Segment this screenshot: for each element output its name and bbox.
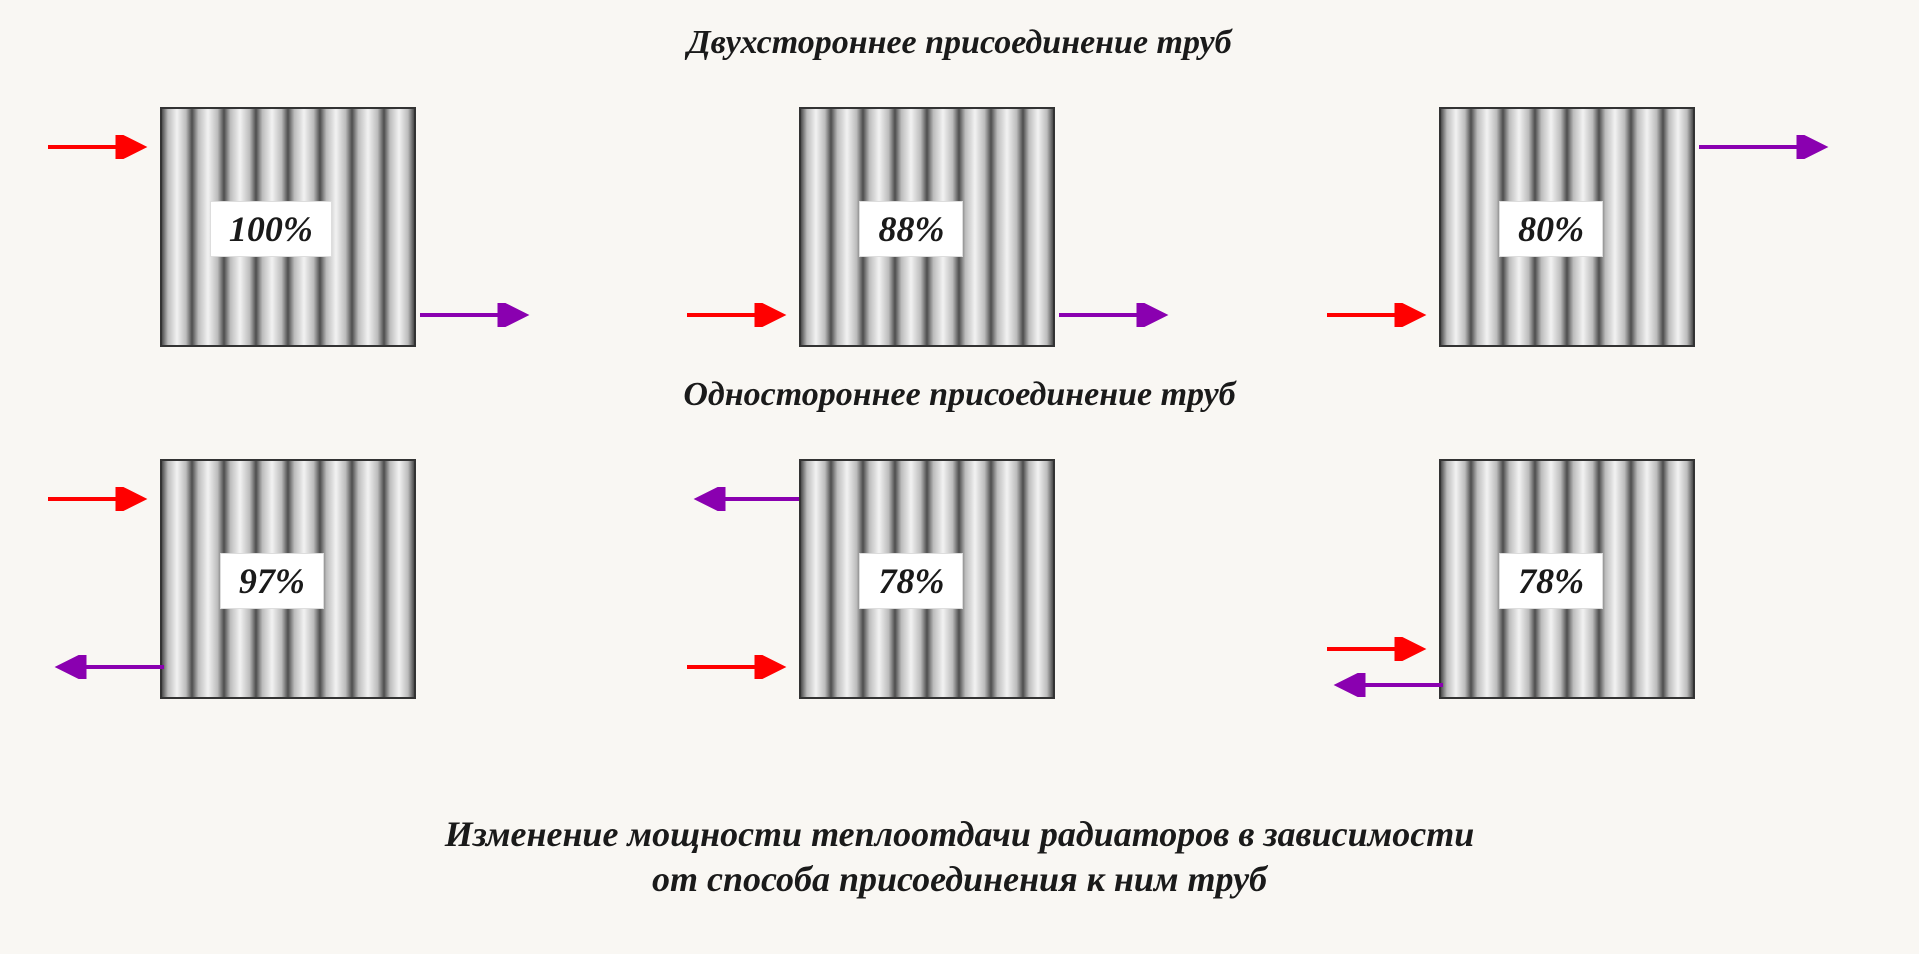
- radiator-cell-3: 80%: [1319, 85, 1879, 365]
- inlet-arrow-icon: [1325, 637, 1435, 666]
- row-same-side: 97% 78% 78%: [0, 432, 1919, 722]
- outlet-arrow-icon: [685, 487, 805, 516]
- inlet-arrow-icon: [685, 303, 795, 332]
- radiator-cell-4: 97%: [40, 437, 600, 717]
- inlet-arrow-icon: [46, 135, 156, 164]
- heading-opposite-side: Двухстороннее присоединение труб: [0, 24, 1919, 62]
- row-opposite: 100% 88% 80: [0, 80, 1919, 370]
- radiator-cell-6: 78%: [1319, 437, 1879, 717]
- outlet-arrow-icon: [1057, 303, 1177, 332]
- inlet-arrow-icon: [1325, 303, 1435, 332]
- outlet-arrow-icon: [1325, 673, 1445, 702]
- caption-line-1: Изменение мощности теплоотдачи радиаторо…: [445, 814, 1475, 854]
- outlet-arrow-icon: [46, 655, 166, 684]
- heading-same-side: Одностороннее присоединение труб: [0, 376, 1919, 414]
- inlet-arrow-icon: [46, 487, 156, 516]
- radiator-cell-2: 88%: [679, 85, 1239, 365]
- efficiency-label: 100%: [210, 201, 332, 257]
- radiator-cell-5: 78%: [679, 437, 1239, 717]
- figure-caption: Изменение мощности теплоотдачи радиаторо…: [0, 812, 1919, 902]
- radiator-cell-1: 100%: [40, 85, 600, 365]
- efficiency-label: 80%: [1499, 201, 1603, 257]
- outlet-arrow-icon: [418, 303, 538, 332]
- efficiency-label: 78%: [859, 553, 963, 609]
- inlet-arrow-icon: [685, 655, 795, 684]
- efficiency-label: 97%: [220, 553, 324, 609]
- caption-line-2: от способа присоединения к ним труб: [652, 859, 1267, 899]
- diagram-page: Двухстороннее присоединение труб 100%: [0, 0, 1919, 954]
- efficiency-label: 88%: [859, 201, 963, 257]
- efficiency-label: 78%: [1499, 553, 1603, 609]
- outlet-arrow-icon: [1697, 135, 1837, 164]
